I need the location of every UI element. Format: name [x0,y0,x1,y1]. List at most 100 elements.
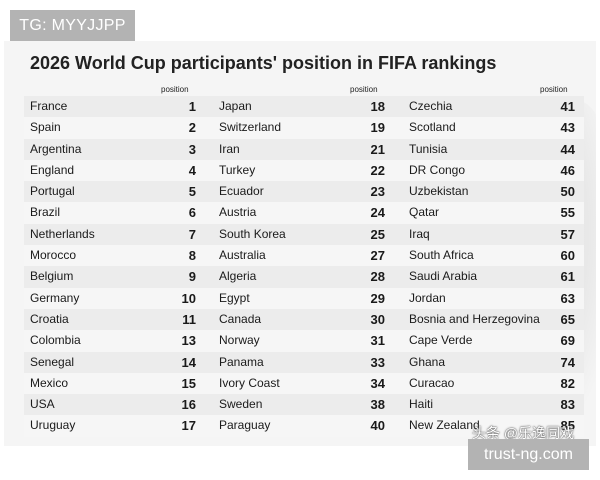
country-name: Bosnia and Herzegovina [409,311,540,326]
ranking-position: 24 [370,205,385,221]
rankings-card: 2026 World Cup participants' position in… [4,41,596,446]
ranking-position: 4 [188,162,196,178]
ranking-position: 7 [188,226,196,242]
country-name: Curacao [409,375,455,390]
ranking-position: 10 [181,290,196,306]
ranking-position: 65 [560,311,575,327]
country-name: Iran [219,141,240,156]
ranking-position: 13 [181,333,196,349]
ranking-position: 50 [560,184,575,200]
watermark-tag-top: TG: MYYJJPP [10,10,135,41]
ranking-position: 29 [370,290,385,306]
country-name: USA [30,397,55,412]
country-name: Ivory Coast [219,375,280,390]
ranking-position: 8 [188,248,196,264]
table-row: England 4 Turkey 22 DR Congo 46 [24,159,584,182]
ranking-position: 1 [188,99,196,114]
rankings-table: France 1 Japan 18 Czechia 41 Spain 2 Switzerland… [24,96,584,437]
country-name: Turkey [219,162,256,177]
ranking-position: 17 [181,418,196,434]
ranking-position: 34 [370,375,385,391]
ranking-position: 69 [560,333,575,349]
ranking-position: 18 [370,99,385,114]
country-name: Iraq [409,226,430,241]
country-name: South Korea [219,226,286,241]
country-name: Scotland [409,120,456,135]
position-header-1: position [161,85,189,94]
country-name: Netherlands [30,226,95,241]
ranking-position: 25 [370,226,385,242]
ranking-position: 14 [181,354,196,370]
ranking-position: 2 [188,120,196,136]
country-name: Germany [30,290,80,305]
ranking-position: 83 [560,397,575,413]
ranking-position: 30 [370,311,385,327]
country-name: Belgium [30,269,74,284]
ranking-position: 15 [181,375,196,391]
country-name: Australia [219,248,266,263]
table-row: Colombia 13 Norway 31 Cape Verde 69 [24,330,584,352]
ranking-position: 22 [370,162,385,178]
table-row: USA 16 Sweden 38 Haiti 83 [24,394,584,416]
country-name: Spain [30,120,61,135]
country-name: Croatia [30,311,69,326]
position-header-2: position [350,85,378,94]
ranking-position: 85 [560,418,575,434]
ranking-position: 38 [370,397,385,413]
country-name: Colombia [30,333,81,348]
country-name: Switzerland [219,120,282,135]
country-name: Paraguay [219,418,271,433]
position-header-3: position [540,85,568,94]
country-name: Panama [219,354,264,369]
country-name: Austria [219,205,257,220]
ranking-position: 40 [370,418,385,434]
country-name: Czechia [409,99,453,113]
country-name: France [30,99,68,113]
ranking-position: 46 [560,162,575,178]
table-row: Mexico 15 Ivory Coast 34 Curacao 82 [24,372,584,395]
ranking-position: 11 [182,311,196,327]
country-name: England [30,162,75,177]
country-name: Uruguay [30,418,76,433]
ranking-position: 60 [560,248,575,264]
country-name: Uzbekistan [409,184,469,199]
country-name: Sweden [219,397,263,412]
country-name: South Africa [409,248,474,263]
country-name: Algeria [219,269,257,284]
table-row: Spain 2 Switzerland 19 Scotland 43 [24,117,584,139]
ranking-position: 82 [560,375,575,391]
table-row: Croatia 11 Canada 30 Bosnia and Herzegovina 6… [24,308,584,331]
country-name: Mexico [30,375,69,390]
country-name: Japan [219,99,252,113]
country-name: New Zealand [409,418,480,433]
ranking-position: 43 [560,120,575,136]
ranking-position: 57 [560,226,575,242]
ranking-position: 21 [370,141,385,157]
country-name: Tunisia [409,141,448,156]
table-row: Morocco 8 Australia 27 South Africa 60 [24,245,584,267]
ranking-position: 16 [181,397,196,413]
ranking-position: 9 [188,269,196,285]
table-row: Brazil 6 Austria 24 Qatar 55 [24,202,584,224]
country-name: Cape Verde [409,333,473,348]
country-name: Egypt [219,290,250,305]
ranking-position: 5 [188,184,196,200]
ranking-position: 19 [370,120,385,136]
table-row: Uruguay 17 Paraguay 40 New Zealand 85 [24,415,584,437]
country-name: Morocco [30,248,77,263]
ranking-position: 31 [370,333,385,349]
watermark-tag-bottom: trust-ng.com [468,439,589,470]
ranking-position: 55 [560,205,575,221]
country-name: Qatar [409,205,440,220]
table-row: Netherlands 7 South Korea 25 Iraq 57 [24,223,584,246]
ranking-position: 63 [560,290,575,306]
country-name: Portugal [30,184,75,199]
table-row: Germany 10 Egypt 29 Jordan 63 [24,287,584,309]
ranking-position: 3 [188,141,196,157]
table-row: Portugal 5 Ecuador 23 Uzbekistan 50 [24,181,584,203]
country-name: Haiti [409,397,434,412]
ranking-position: 33 [370,354,385,370]
country-name: Senegal [30,354,75,369]
country-name: Brazil [30,205,61,220]
country-name: Jordan [409,290,446,305]
